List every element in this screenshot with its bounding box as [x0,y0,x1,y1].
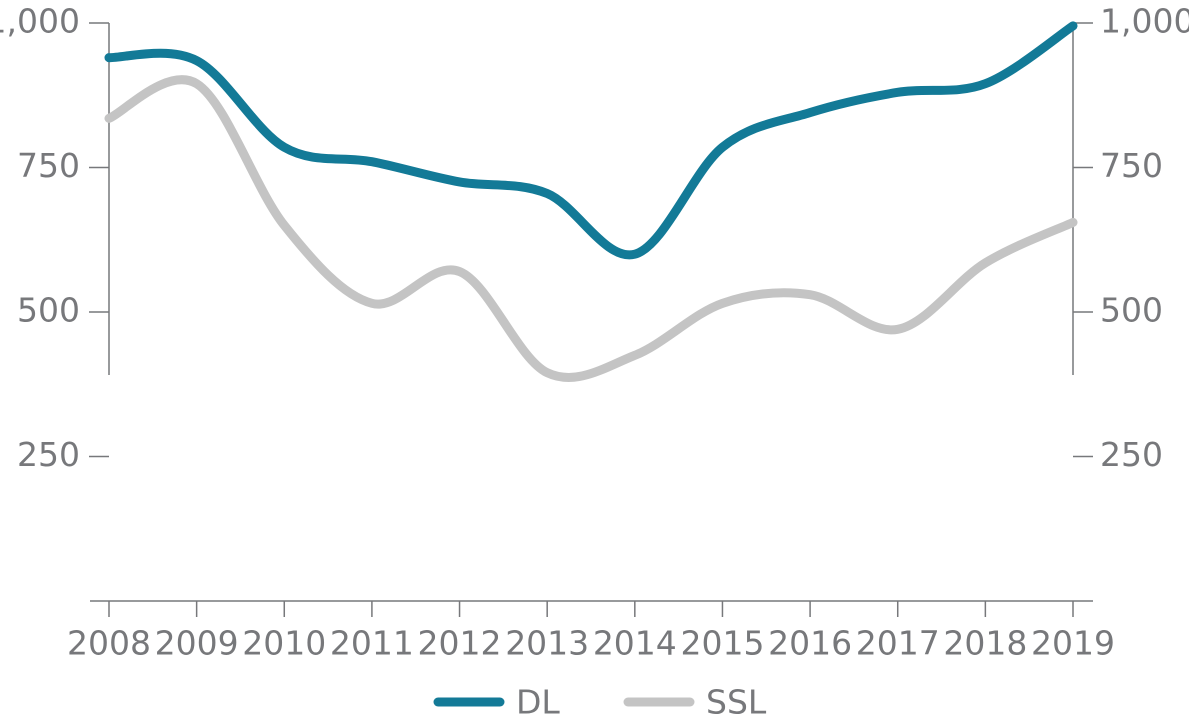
legend-label: SSL [706,683,767,722]
y-tick-label: 1,000 [0,2,80,41]
x-tick-label: 2015 [680,624,764,663]
x-tick-label: 2019 [1031,624,1115,663]
y-tick-label: 500 [17,291,80,330]
series-line [104,21,1078,260]
y2-tick-label: 250 [1100,435,1163,474]
legend-label: DL [516,683,560,722]
y-tick-label: 750 [17,146,80,185]
x-tick-label: 2017 [856,624,940,663]
x-tick-label: 2009 [155,624,239,663]
x-tick-label: 2016 [768,624,852,663]
y-tick-label: 250 [17,435,80,474]
x-tick-label: 2008 [67,624,151,663]
x-tick-label: 2014 [593,624,677,663]
series-line [104,75,1078,382]
x-tick-label: 2013 [505,624,589,663]
x-tick-label: 2011 [330,624,414,663]
x-tick-label: 2018 [943,624,1027,663]
y2-tick-label: 500 [1100,291,1163,330]
x-tick-label: 2010 [242,624,326,663]
x-tick-label: 2012 [418,624,502,663]
y2-tick-label: 1,000 [1100,2,1189,41]
y2-tick-label: 750 [1100,146,1163,185]
